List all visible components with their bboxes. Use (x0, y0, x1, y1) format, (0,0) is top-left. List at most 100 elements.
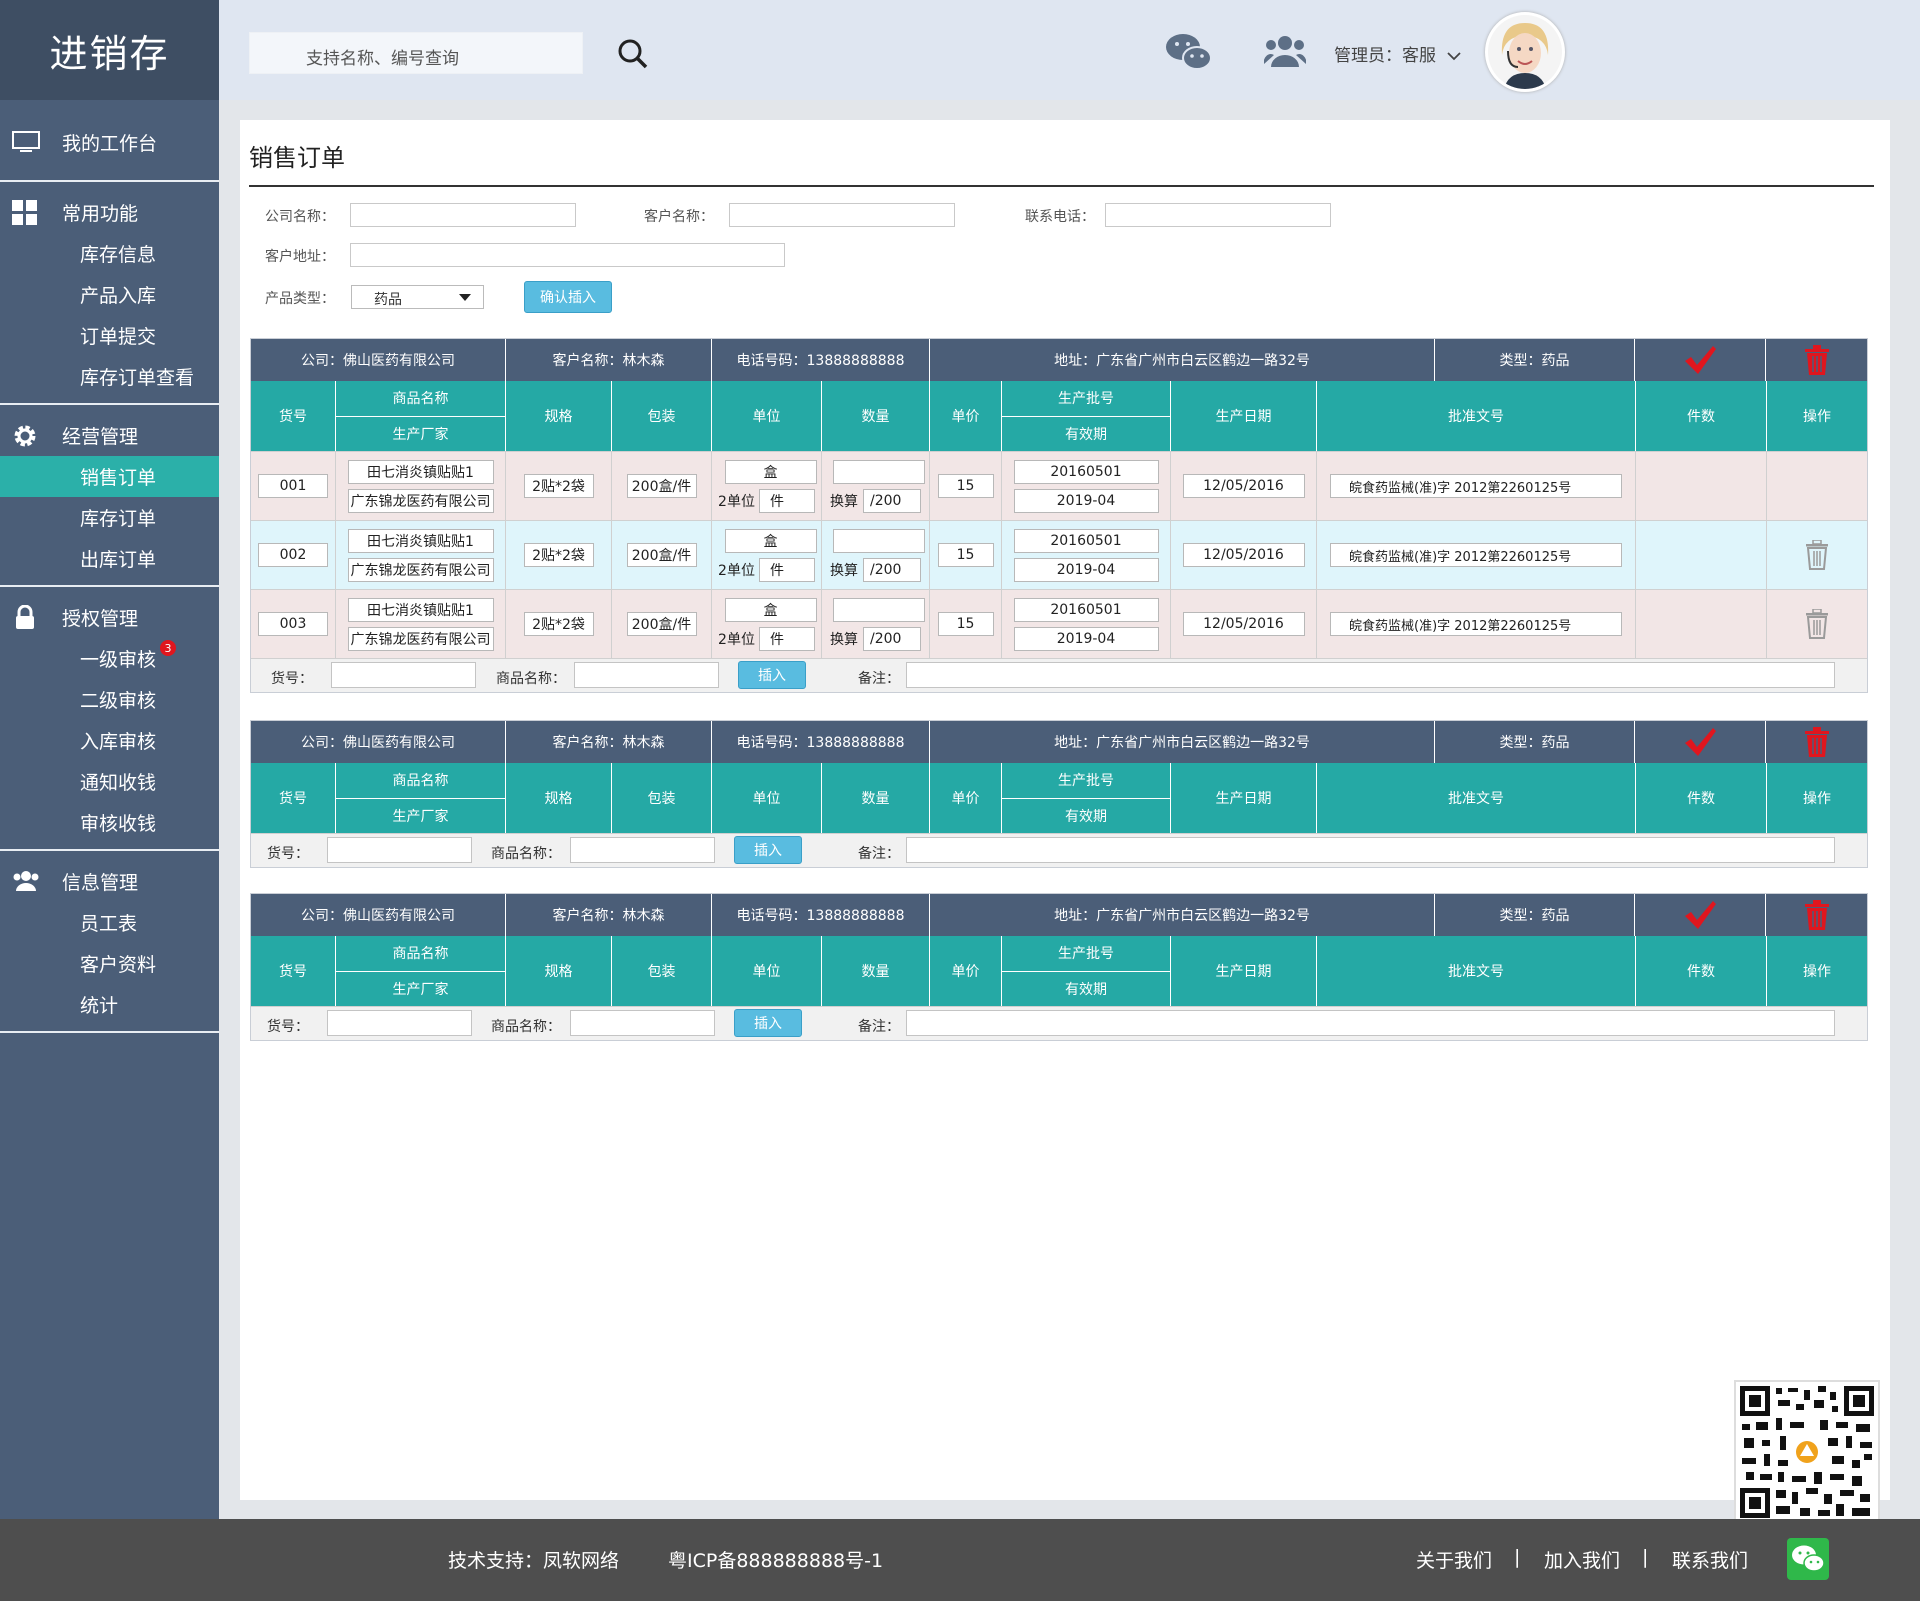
company-field[interactable] (350, 203, 576, 227)
delete-order-icon[interactable] (1766, 339, 1867, 381)
approval-field[interactable]: 皖食药监械(准)字 2012第2260125号 (1330, 474, 1622, 498)
name-field[interactable]: 田七消炎镇贴贴1 (347, 528, 494, 553)
sidebar-item-customer[interactable]: 客户资料 (80, 954, 157, 976)
sidebar-item-workbench[interactable]: 我的工作台 (0, 104, 219, 182)
unit2-field[interactable]: 件 (758, 557, 815, 582)
sidebar-item-stock-info[interactable]: 库存信息 (80, 244, 157, 266)
about-link[interactable]: 关于我们 (1416, 1550, 1493, 1572)
approve-check-icon[interactable] (1635, 721, 1766, 763)
pack-field[interactable]: 200盒/件 (626, 474, 697, 498)
unit-field[interactable]: 盒 (724, 597, 817, 622)
unit2-field[interactable]: 件 (758, 488, 815, 513)
delete-row-icon[interactable] (1767, 590, 1867, 658)
expire-field[interactable]: 2019-04 (1013, 626, 1159, 651)
sidebar-group-common[interactable]: 常用功能 (0, 192, 219, 233)
sidebar-item-product-in[interactable]: 产品入库 (80, 285, 157, 307)
batch-field[interactable]: 20160501 (1013, 459, 1159, 484)
insert-name-field[interactable] (570, 837, 715, 863)
admin-menu[interactable]: 管理员：客服 (1334, 41, 1462, 66)
name-field[interactable]: 田七消炎镇贴贴1 (347, 459, 494, 484)
code-field[interactable]: 002 (258, 543, 328, 567)
sidebar-item-review-collect[interactable]: 审核收钱 (80, 813, 157, 835)
unit-field[interactable]: 盒 (724, 459, 817, 484)
delete-row-icon[interactable] (1767, 521, 1867, 589)
sidebar-item-stock-order-view[interactable]: 库存订单查看 (80, 367, 195, 389)
sidebar-item-level1-review[interactable]: 一级审核 3 (0, 638, 219, 679)
join-link[interactable]: 加入我们 (1544, 1550, 1621, 1572)
note-field[interactable] (906, 1010, 1835, 1036)
prod-date-field[interactable]: 12/05/2016 (1182, 474, 1305, 498)
batch-field[interactable]: 20160501 (1013, 528, 1159, 553)
insert-button[interactable]: 插入 (738, 661, 806, 689)
spec-field[interactable]: 2贴*2袋 (523, 612, 594, 636)
spec-field[interactable]: 2贴*2袋 (523, 474, 594, 498)
conv-field[interactable]: /200 (863, 557, 921, 582)
search-icon[interactable] (617, 38, 649, 70)
approve-check-icon[interactable] (1635, 339, 1766, 381)
wechat-icon[interactable] (1787, 1538, 1829, 1580)
conv-field[interactable]: /200 (863, 488, 921, 513)
contact-link[interactable]: 联系我们 (1672, 1550, 1749, 1572)
prod-date-field[interactable]: 12/05/2016 (1182, 543, 1305, 567)
maker-field[interactable]: 广东锦龙医药有限公司 (347, 488, 494, 513)
qty-field[interactable] (832, 597, 925, 622)
conv-field[interactable]: /200 (863, 626, 921, 651)
approval-field[interactable]: 皖食药监械(准)字 2012第2260125号 (1330, 612, 1622, 636)
expire-field[interactable]: 2019-04 (1013, 557, 1159, 582)
sidebar-group-info[interactable]: 信息管理 (0, 861, 219, 902)
col-name: 商品名称 (336, 763, 505, 799)
insert-name-field[interactable] (570, 1010, 715, 1036)
sidebar-item-in-review[interactable]: 入库审核 (80, 731, 157, 753)
unit-field[interactable]: 盒 (724, 528, 817, 553)
maker-field[interactable]: 广东锦龙医药有限公司 (347, 557, 494, 582)
confirm-insert-button[interactable]: 确认插入 (524, 281, 612, 313)
pack-field[interactable]: 200盒/件 (626, 612, 697, 636)
sidebar-group-business[interactable]: 经营管理 (0, 415, 219, 456)
phone-field[interactable] (1105, 203, 1331, 227)
code-field[interactable]: 003 (258, 612, 328, 636)
insert-code-field[interactable] (331, 662, 476, 688)
customer-field[interactable] (729, 203, 955, 227)
group-icon[interactable] (1263, 34, 1307, 68)
sidebar-item-staff[interactable]: 员工表 (80, 913, 138, 935)
product-type-select[interactable]: 药品 (351, 285, 484, 309)
avatar[interactable] (1485, 12, 1565, 92)
approval-field[interactable]: 皖食药监械(准)字 2012第2260125号 (1330, 543, 1622, 567)
price-field[interactable]: 15 (937, 612, 994, 636)
code-field[interactable]: 001 (258, 474, 328, 498)
expire-field[interactable]: 2019-04 (1013, 488, 1159, 513)
note-field[interactable] (906, 662, 1835, 688)
spec-field[interactable]: 2贴*2袋 (523, 543, 594, 567)
qty-field[interactable] (832, 528, 925, 553)
batch-field[interactable]: 20160501 (1013, 597, 1159, 622)
qty-field[interactable] (832, 459, 925, 484)
delete-order-icon[interactable] (1766, 894, 1867, 936)
sidebar-item-stats[interactable]: 统计 (80, 995, 119, 1017)
insert-name-field[interactable] (574, 662, 719, 688)
unit2-field[interactable]: 件 (758, 626, 815, 651)
sidebar-item-sales-order[interactable]: 销售订单 (0, 456, 219, 497)
delete-order-icon[interactable] (1766, 721, 1867, 763)
sidebar-item-out-order[interactable]: 出库订单 (80, 549, 157, 571)
pack-field[interactable]: 200盒/件 (626, 543, 697, 567)
maker-field[interactable]: 广东锦龙医药有限公司 (347, 626, 494, 651)
name-field[interactable]: 田七消炎镇贴贴1 (347, 597, 494, 622)
col-batch: 生产批号 (1002, 763, 1170, 799)
sidebar-item-notify-collect[interactable]: 通知收钱 (80, 772, 157, 794)
note-field[interactable] (906, 837, 1835, 863)
insert-button[interactable]: 插入 (734, 836, 802, 864)
insert-code-field[interactable] (327, 1010, 472, 1036)
price-field[interactable]: 15 (937, 543, 994, 567)
insert-button[interactable]: 插入 (734, 1009, 802, 1037)
address-field[interactable] (350, 243, 785, 267)
prod-date-field[interactable]: 12/05/2016 (1182, 612, 1305, 636)
approve-check-icon[interactable] (1635, 894, 1766, 936)
sidebar-item-stock-order[interactable]: 库存订单 (80, 508, 157, 530)
sidebar-item-order-submit[interactable]: 订单提交 (80, 326, 157, 348)
price-field[interactable]: 15 (937, 474, 994, 498)
sidebar-item-level2-review[interactable]: 二级审核 (80, 690, 157, 712)
sidebar-group-auth[interactable]: 授权管理 (0, 597, 219, 638)
search-input[interactable]: 支持名称、编号查询 (249, 32, 583, 74)
wechat-icon[interactable] (1165, 32, 1213, 72)
insert-code-field[interactable] (327, 837, 472, 863)
